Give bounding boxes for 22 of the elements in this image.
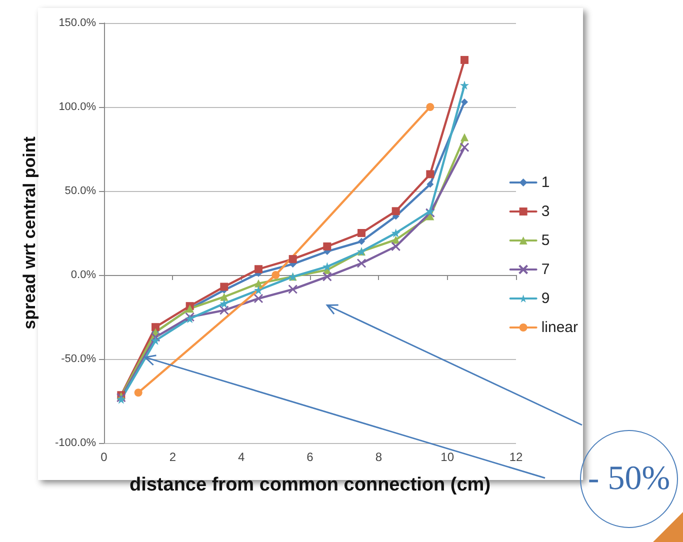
y-tick-label: 100.0% <box>58 101 96 113</box>
x-axis-title: distance from common connection (cm) <box>129 474 491 496</box>
x-tick-label: 8 <box>375 450 382 464</box>
y-tick-label: 150.0% <box>58 17 96 29</box>
x-tick-label: 4 <box>238 450 245 464</box>
x-tick-label: 0 <box>100 450 108 464</box>
legend-label: 7 <box>541 261 550 278</box>
legend-label: 1 <box>541 174 550 191</box>
x-tick-label: 12 <box>509 450 523 464</box>
y-tick-label: 0.0% <box>70 269 96 281</box>
x-tick-label: 2 <box>169 450 176 464</box>
legend-label: 5 <box>541 232 550 249</box>
legend-label: linear <box>541 319 578 336</box>
legend-label: 3 <box>541 203 550 220</box>
y-tick-label: -100.0% <box>55 437 96 449</box>
y-axis-title: spread wrt central point <box>20 136 39 330</box>
text: - 50% <box>580 430 678 528</box>
x-tick-label: 10 <box>440 450 454 464</box>
y-tick-label: -50.0% <box>61 353 96 365</box>
y-tick-label: 50.0% <box>64 185 96 197</box>
legend-label: 9 <box>541 290 550 307</box>
x-tick-label: 6 <box>306 450 314 464</box>
